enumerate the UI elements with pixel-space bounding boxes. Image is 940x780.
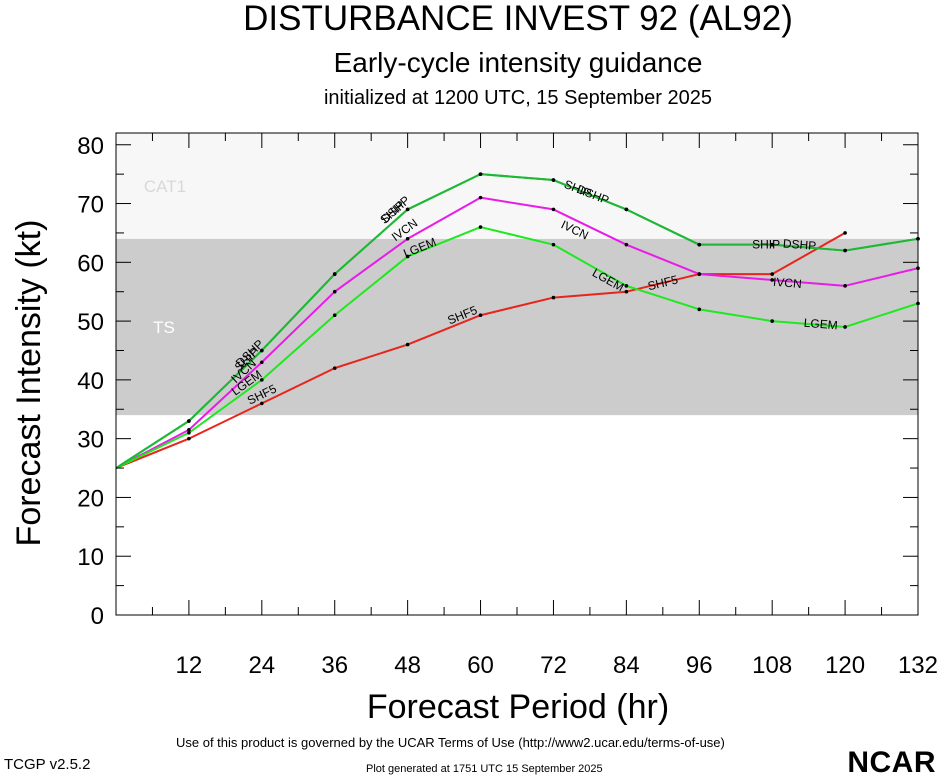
data-point-lgem	[843, 325, 847, 329]
data-point-shf5	[405, 342, 410, 347]
data-point-ivcn	[770, 278, 774, 282]
model-label-ship: SHIP	[752, 238, 780, 252]
chart-title: DISTURBANCE INVEST 92 (AL92)	[243, 0, 793, 38]
model-label-dshp: DSHP	[782, 236, 816, 253]
data-point-ivcn	[843, 284, 847, 288]
data-point-ivcn	[624, 242, 629, 247]
y-axis-title: Forecast Intensity (kt)	[10, 220, 48, 547]
data-point-lgem	[332, 313, 337, 318]
x-tick-label: 96	[686, 652, 713, 679]
version-text: TCGP v2.5.2	[4, 756, 91, 773]
data-point-shf5	[843, 231, 847, 235]
data-point-lgem	[187, 430, 191, 435]
series-line-dshp	[115, 173, 919, 469]
y-tick-label: 0	[91, 603, 104, 630]
data-point-dshp	[697, 242, 702, 247]
data-point-dshp	[770, 242, 774, 247]
y-tick-label: 20	[77, 485, 104, 512]
data-point-lgem	[770, 319, 774, 323]
data-point-shf5	[187, 436, 191, 441]
x-tick-label: 36	[321, 652, 348, 679]
data-point-ivcn	[405, 237, 410, 241]
data-point-shf5	[478, 313, 483, 318]
data-point-dshp	[478, 172, 483, 176]
ncar-logo-text: NCAR	[847, 746, 936, 779]
data-point-ivcn	[551, 207, 556, 212]
data-point-dshp	[405, 207, 410, 212]
x-tick-label: 24	[248, 652, 275, 679]
data-point-dshp	[187, 419, 191, 423]
x-tick-label: 108	[752, 652, 792, 679]
data-point-dshp	[551, 178, 556, 182]
model-label-lgem: LGEM	[803, 316, 838, 333]
plot-generated-text: Plot generated at 1751 UTC 15 September …	[366, 763, 603, 775]
y-tick-label: 30	[77, 427, 104, 454]
ncar-logo: NCAR	[847, 746, 936, 780]
x-axis-title: Forecast Period (hr)	[367, 688, 669, 726]
data-point-dshp	[332, 272, 337, 276]
data-point-ivcn	[187, 428, 191, 432]
data-point-shf5	[624, 289, 629, 294]
data-point-lgem	[697, 307, 702, 312]
data-point-lgem	[551, 242, 556, 247]
data-point-ivcn	[478, 195, 483, 200]
data-point-lgem	[478, 225, 483, 229]
data-point-ivcn	[332, 289, 337, 294]
terms-of-use-text: Use of this product is governed by the U…	[176, 735, 725, 750]
data-point-lgem	[260, 378, 264, 382]
x-tick-label: 12	[176, 652, 203, 679]
x-tick-label: 84	[613, 652, 640, 679]
band-label-ts: TS	[153, 318, 175, 337]
y-tick-label: 10	[77, 544, 104, 571]
data-point-shf5	[770, 272, 774, 276]
x-tick-label: 132	[898, 652, 938, 679]
series-line-lgem	[115, 226, 919, 469]
y-tick-label: 40	[77, 368, 104, 395]
data-point-lgem	[624, 284, 629, 288]
data-point-ivcn	[260, 360, 264, 365]
data-point-lgem	[405, 254, 410, 259]
data-point-ivcn	[697, 272, 702, 276]
y-tick-label: 70	[77, 192, 104, 219]
model-label-ivcn: IVCN	[773, 275, 803, 291]
data-point-dshp	[260, 348, 264, 353]
y-tick-label: 50	[77, 309, 104, 336]
data-point-shf5	[551, 295, 556, 300]
data-point-dshp	[843, 248, 847, 253]
band-cat1	[116, 133, 918, 239]
data-point-shf5	[332, 366, 337, 370]
series-line-ivcn	[115, 196, 919, 469]
y-tick-label: 80	[77, 133, 104, 160]
y-tick-label: 60	[77, 250, 104, 277]
initialization-time: initialized at 1200 UTC, 15 September 20…	[324, 87, 712, 109]
x-tick-label: 72	[540, 652, 567, 679]
x-tick-label: 48	[394, 652, 421, 679]
x-tick-label: 120	[825, 652, 865, 679]
chart-subtitle: Early-cycle intensity guidance	[334, 47, 703, 78]
data-point-shf5	[260, 401, 264, 406]
band-label-cat1: CAT1	[144, 177, 186, 196]
x-tick-label: 60	[467, 652, 494, 679]
data-point-dshp	[624, 207, 629, 212]
